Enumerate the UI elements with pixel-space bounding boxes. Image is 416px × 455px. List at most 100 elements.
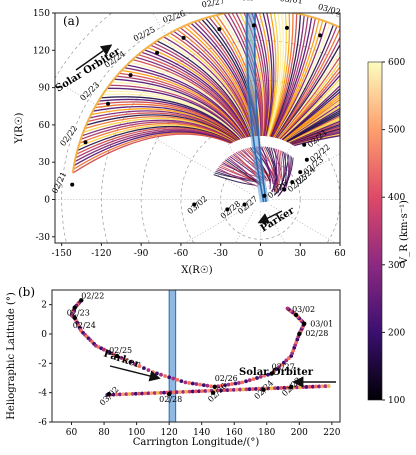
parker-track-point (187, 381, 191, 385)
solo-track-point (137, 391, 141, 396)
solo-track-point (247, 387, 252, 392)
solo-track-point (323, 384, 328, 389)
solo-track-point (156, 390, 160, 395)
data-point-a (181, 35, 186, 40)
solo-track-point (228, 388, 233, 392)
x-tick-label-a: -30 (213, 249, 228, 259)
parker-track-point (281, 360, 286, 365)
parker-track-point (159, 372, 163, 377)
date-label-a: 02/28 (241, 0, 264, 2)
x-tick-label-b: 140 (193, 428, 210, 438)
colorbar-label: V_R (km·s⁻¹) (399, 200, 410, 265)
solo-track-point (317, 384, 322, 389)
data-point-a (128, 73, 133, 78)
solo-track-point (184, 389, 189, 394)
x-tick-label-b: 180 (258, 428, 275, 438)
parker-track-point (286, 356, 291, 361)
solo-track-point (162, 390, 167, 395)
data-point-b (302, 321, 307, 326)
data-point-b (261, 387, 266, 392)
data-point-b (166, 391, 172, 397)
solo-track-point (206, 388, 211, 393)
colorbar-tick-label: 500 (388, 126, 405, 136)
solo-track-point (121, 392, 126, 397)
date-label-b: 02/24 (73, 321, 96, 330)
data-point-b (72, 305, 77, 310)
x-tick-label-b: 220 (323, 428, 340, 438)
solo-track-point (193, 389, 198, 394)
solo-track-point (171, 390, 176, 395)
parker-track-point (266, 372, 270, 377)
data-point-a (242, 202, 247, 207)
solo-track-point (159, 390, 163, 395)
data-point-a (282, 187, 287, 192)
data-point-a (83, 140, 88, 145)
solo-track-point (200, 389, 205, 393)
panel-a-label: (a) (63, 14, 80, 28)
x-tick-label-b: 200 (291, 428, 308, 438)
solo-arrow-a (75, 44, 113, 71)
solo-track-point (304, 385, 309, 389)
date-label-b: 02/28 (159, 395, 182, 404)
parker-track-point (233, 381, 238, 386)
date-label-b: 02/28 (305, 329, 328, 338)
y-tick-label-a: 120 (33, 46, 50, 56)
solo-track-point (238, 387, 242, 392)
parker-track-point (226, 382, 231, 387)
solo-track-point (225, 388, 230, 392)
solo-track-point (310, 384, 315, 389)
solo-track-point (216, 388, 220, 393)
parker-arrow-b (109, 365, 161, 382)
parker-track-point (179, 379, 184, 384)
data-point-b (114, 353, 120, 359)
parker-track-point (128, 360, 133, 364)
highlight-band (168, 290, 177, 422)
solo-track-point (326, 384, 331, 388)
data-point-a (298, 170, 303, 175)
parker-track-point (190, 381, 195, 386)
solo-track-point (127, 392, 132, 396)
date-label-a: 02/23 (78, 80, 101, 102)
solo-track-point (203, 389, 208, 393)
colorbar-tick-label: 400 (388, 193, 405, 203)
solo-track-point (282, 385, 287, 390)
x-tick-label-a: -90 (134, 249, 149, 259)
solo-track-point (241, 387, 246, 392)
solo-track-point (285, 385, 290, 390)
panel-b-label: (b) (18, 285, 35, 299)
parker-track-point (201, 383, 206, 388)
parker-track-point (237, 381, 241, 385)
parker-track-point (209, 384, 213, 389)
data-point-a (290, 180, 295, 185)
date-label-a: 02/27 (201, 0, 225, 9)
x-tick-label-a: -60 (174, 249, 189, 259)
solo-track-point (133, 391, 138, 396)
solo-track-point (143, 391, 148, 396)
solo-track-point (130, 391, 135, 396)
date-label-b: 02/23 (67, 309, 90, 318)
parker-track-point (194, 382, 199, 386)
y-axis-label-b: Heliographic Latitude (°) (6, 292, 17, 420)
solo-track-point (190, 389, 195, 394)
parker-track-point (223, 383, 227, 388)
x-tick-label-b: 120 (161, 428, 178, 438)
solo-track-point (250, 387, 255, 391)
solo-track-point (187, 389, 192, 394)
parker-track-point (244, 379, 248, 384)
y-tick-label-b: -6 (38, 418, 47, 428)
colorbar-tick-label: 300 (388, 261, 405, 271)
solo-track-point (181, 389, 186, 394)
parker-track-point (279, 362, 284, 367)
data-point-b (297, 331, 302, 337)
x-tick-label-b: 100 (128, 428, 145, 438)
x-tick-label-a: 30 (295, 249, 307, 259)
parker-track-point (247, 378, 252, 383)
parker-track-point (198, 382, 202, 387)
data-point-a (192, 202, 197, 207)
x-axis-label-b: Carrington Longitude/(°) (133, 437, 260, 448)
data-point-b (293, 312, 299, 318)
parker-track-point (163, 374, 167, 378)
solo-track-point (272, 386, 277, 391)
parker-track-point (219, 383, 224, 388)
